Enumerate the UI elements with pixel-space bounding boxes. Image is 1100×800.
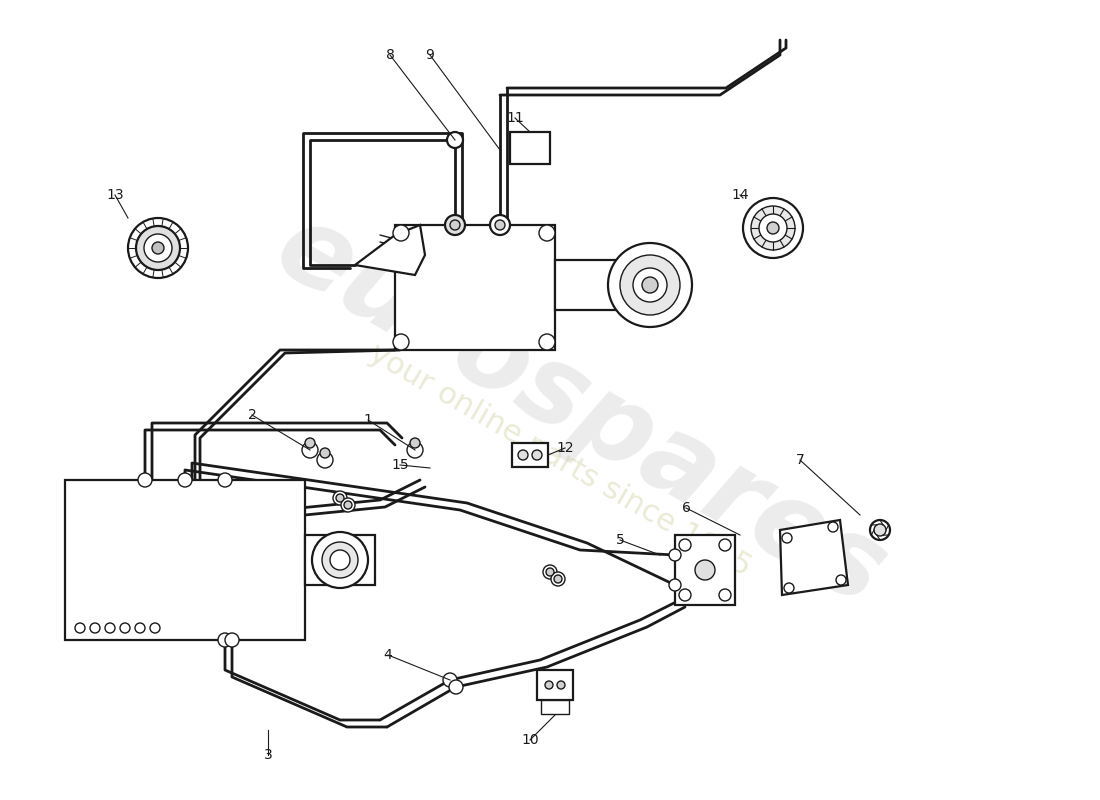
- Circle shape: [679, 589, 691, 601]
- Text: 1: 1: [364, 413, 373, 427]
- Circle shape: [336, 494, 344, 502]
- Circle shape: [104, 623, 116, 633]
- Circle shape: [719, 589, 732, 601]
- Circle shape: [443, 673, 456, 687]
- Polygon shape: [355, 225, 425, 275]
- Bar: [65, 480, 305, 640]
- Circle shape: [544, 681, 553, 689]
- Circle shape: [136, 226, 180, 270]
- Circle shape: [393, 225, 409, 241]
- Circle shape: [557, 681, 565, 689]
- Polygon shape: [780, 520, 848, 595]
- Text: 10: 10: [521, 733, 539, 747]
- Text: 12: 12: [557, 441, 574, 455]
- Text: 6: 6: [682, 501, 691, 515]
- Circle shape: [305, 438, 315, 448]
- Circle shape: [782, 533, 792, 543]
- Circle shape: [302, 442, 318, 458]
- Text: 7: 7: [795, 453, 804, 467]
- Circle shape: [490, 215, 510, 235]
- Polygon shape: [556, 260, 635, 310]
- Text: 14: 14: [732, 188, 749, 202]
- Circle shape: [679, 539, 691, 551]
- Circle shape: [341, 498, 355, 512]
- Circle shape: [218, 633, 232, 647]
- Circle shape: [128, 218, 188, 278]
- Circle shape: [138, 473, 152, 487]
- Circle shape: [312, 532, 368, 588]
- Circle shape: [669, 549, 681, 561]
- Text: 8: 8: [386, 48, 395, 62]
- Circle shape: [150, 623, 160, 633]
- Circle shape: [393, 334, 409, 350]
- Text: eurospares: eurospares: [256, 193, 903, 627]
- Bar: [512, 443, 548, 467]
- Circle shape: [784, 583, 794, 593]
- Circle shape: [320, 448, 330, 458]
- Circle shape: [226, 633, 239, 647]
- Circle shape: [543, 565, 557, 579]
- Circle shape: [449, 680, 463, 694]
- Text: 11: 11: [506, 111, 524, 125]
- Circle shape: [870, 520, 890, 540]
- Circle shape: [828, 522, 838, 532]
- Text: 3: 3: [264, 748, 273, 762]
- Text: 9: 9: [426, 48, 434, 62]
- Circle shape: [554, 575, 562, 583]
- Circle shape: [539, 334, 556, 350]
- Circle shape: [344, 501, 352, 509]
- Circle shape: [410, 438, 420, 448]
- Circle shape: [742, 198, 803, 258]
- Circle shape: [632, 268, 667, 302]
- Circle shape: [322, 542, 358, 578]
- Polygon shape: [395, 225, 556, 350]
- Circle shape: [620, 255, 680, 315]
- Circle shape: [75, 623, 85, 633]
- Text: 2: 2: [248, 408, 256, 422]
- Circle shape: [642, 277, 658, 293]
- Text: 13: 13: [107, 188, 124, 202]
- Circle shape: [532, 450, 542, 460]
- Polygon shape: [675, 535, 735, 605]
- Circle shape: [874, 524, 886, 536]
- Circle shape: [539, 225, 556, 241]
- Circle shape: [759, 214, 786, 242]
- Circle shape: [218, 473, 232, 487]
- Circle shape: [446, 215, 465, 235]
- Circle shape: [447, 132, 463, 148]
- Circle shape: [546, 568, 554, 576]
- Circle shape: [669, 579, 681, 591]
- Circle shape: [330, 550, 350, 570]
- Text: your online parts since 1985: your online parts since 1985: [364, 338, 756, 582]
- Circle shape: [719, 539, 732, 551]
- Circle shape: [135, 623, 145, 633]
- Circle shape: [551, 572, 565, 586]
- Circle shape: [407, 442, 424, 458]
- Bar: [537, 670, 573, 700]
- Bar: [510, 132, 550, 164]
- Circle shape: [495, 220, 505, 230]
- Circle shape: [836, 575, 846, 585]
- Circle shape: [317, 452, 333, 468]
- Polygon shape: [305, 535, 375, 585]
- Circle shape: [144, 234, 172, 262]
- Circle shape: [450, 220, 460, 230]
- Circle shape: [767, 222, 779, 234]
- Bar: [541, 700, 569, 714]
- Circle shape: [518, 450, 528, 460]
- Circle shape: [751, 206, 795, 250]
- Circle shape: [90, 623, 100, 633]
- Text: 5: 5: [616, 533, 625, 547]
- Circle shape: [178, 473, 192, 487]
- Circle shape: [608, 243, 692, 327]
- Circle shape: [695, 560, 715, 580]
- Text: 4: 4: [384, 648, 393, 662]
- Circle shape: [152, 242, 164, 254]
- Circle shape: [120, 623, 130, 633]
- Text: 15: 15: [392, 458, 409, 472]
- Circle shape: [333, 491, 346, 505]
